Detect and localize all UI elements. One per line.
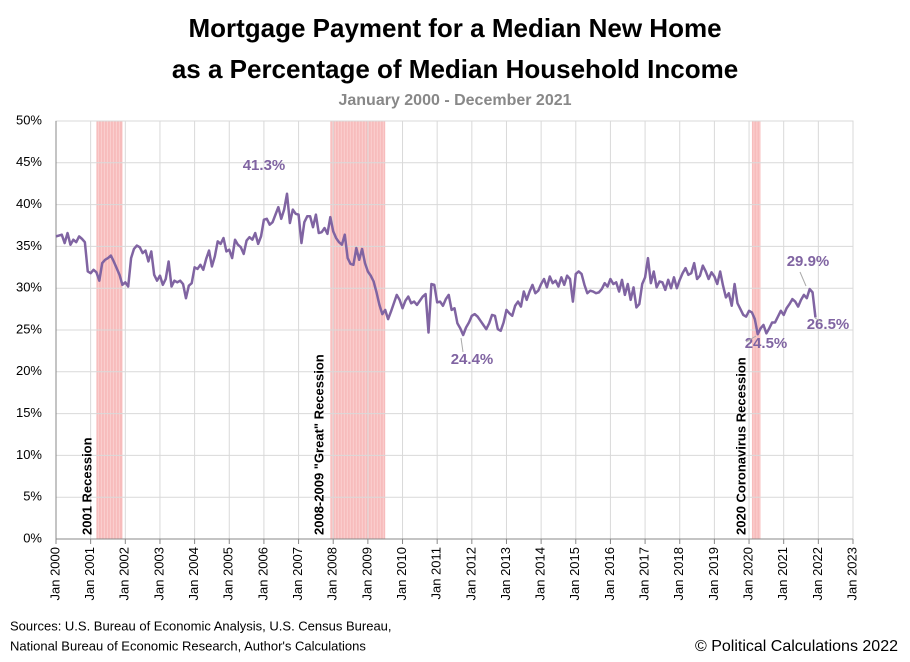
x-tick-label: Jan 2015 <box>567 547 582 601</box>
x-tick-label: Jan 2005 <box>221 547 236 601</box>
y-tick-label: 35% <box>16 238 42 253</box>
x-tick-label: Jan 2008 <box>325 547 340 601</box>
x-tick-label: Jan 2002 <box>117 547 132 601</box>
x-tick-label: Jan 2014 <box>533 547 548 601</box>
x-tick-label: Jan 2001 <box>82 547 97 601</box>
data-line <box>55 192 817 337</box>
x-tick-label: Jan 2013 <box>498 547 513 601</box>
chart-title: as a Percentage of Median Household Inco… <box>172 54 738 84</box>
leader <box>814 317 823 323</box>
annotation: 24.4% <box>451 351 494 368</box>
source-note: National Bureau of Economic Research, Au… <box>10 638 366 653</box>
y-tick-label: 30% <box>16 280 42 295</box>
x-tick-label: Jan 2010 <box>394 547 409 601</box>
y-tick-label: 25% <box>16 321 42 336</box>
y-tick-label: 45% <box>16 154 42 169</box>
x-tick-label: Jan 2016 <box>602 547 617 601</box>
x-tick-label: Jan 2009 <box>359 547 374 601</box>
x-tick-label: Jan 2018 <box>671 547 686 601</box>
recession-label: 2020 Coronavirus Recession <box>733 357 748 535</box>
x-tick-label: Jan 2006 <box>255 547 270 601</box>
y-tick-label: 0% <box>23 530 42 545</box>
y-tick-label: 10% <box>16 447 42 462</box>
chart-title: Mortgage Payment for a Median New Home <box>188 13 721 43</box>
chart-subtitle: January 2000 - December 2021 <box>338 92 571 109</box>
x-tick-label: Jan 2023 <box>844 547 859 601</box>
annotation: 29.9% <box>787 253 830 270</box>
x-tick-label: Jan 2011 <box>429 547 444 600</box>
copyright: © Political Calculations 2022 <box>695 638 898 655</box>
leader <box>799 271 807 287</box>
x-tick-label: Jan 2017 <box>637 547 652 601</box>
x-tick-label: Jan 2003 <box>151 547 166 601</box>
y-tick-label: 5% <box>23 489 42 504</box>
annotation: 24.5% <box>745 335 788 352</box>
x-tick-label: Jan 2022 <box>810 547 825 601</box>
annotation: 26.5% <box>807 316 850 333</box>
x-tick-label: Jan 2007 <box>290 547 305 601</box>
source-note: Sources: U.S. Bureau of Economic Analysi… <box>10 618 392 633</box>
x-tick-label: Jan 2021 <box>775 547 790 601</box>
x-tick-label: Jan 2019 <box>706 547 721 601</box>
y-tick-label: 50% <box>16 112 42 127</box>
y-tick-label: 40% <box>16 196 42 211</box>
x-tick-label: Jan 2012 <box>463 547 478 601</box>
recession-label: 2008-2009 "Great" Recession <box>311 354 326 535</box>
y-tick-label: 15% <box>16 405 42 420</box>
leader <box>745 335 757 343</box>
annotation: 41.3% <box>243 157 286 174</box>
x-tick-label: Jan 2004 <box>186 547 201 601</box>
x-tick-label: Jan 2000 <box>47 547 62 601</box>
y-tick-label: 20% <box>16 363 42 378</box>
x-tick-label: Jan 2020 <box>740 547 755 601</box>
leader <box>460 337 464 353</box>
recession-label: 2001 Recession <box>79 437 94 535</box>
